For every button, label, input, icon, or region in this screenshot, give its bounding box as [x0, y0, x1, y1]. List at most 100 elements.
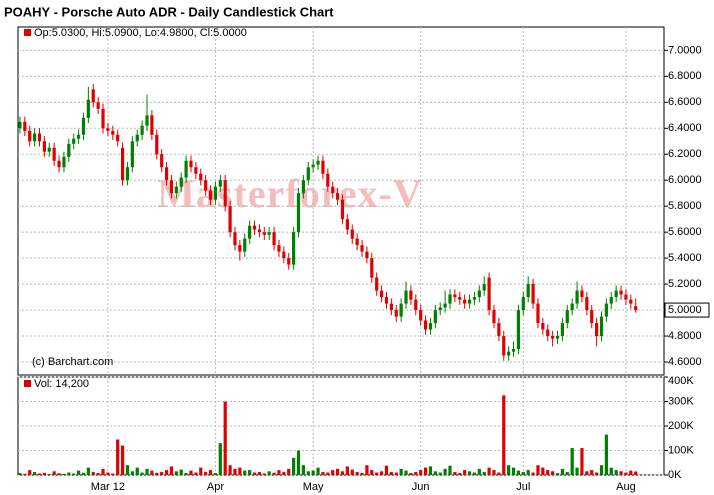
volume-bar [252, 472, 257, 475]
volume-bar [194, 472, 198, 475]
volume-bar [91, 472, 95, 475]
volume-bar [272, 472, 276, 475]
candle-body [140, 125, 144, 135]
volume-bar [135, 467, 139, 475]
volume-bar [516, 470, 521, 475]
x-tick-label: Mar 12 [91, 481, 125, 493]
candle-body [331, 186, 335, 194]
volume-bar [565, 472, 569, 475]
candle-body [419, 310, 423, 321]
candle-body [472, 297, 477, 300]
volume-bar [482, 472, 486, 475]
volume-bar [125, 465, 130, 475]
volume-bar [599, 465, 604, 475]
y-tick-label: 5.8000 [668, 200, 702, 212]
volume-bar [375, 472, 379, 475]
candle-body [301, 180, 305, 194]
volume-bar [585, 471, 589, 475]
volume-bar [526, 470, 530, 475]
volume-bar [47, 474, 51, 475]
candle-body [277, 245, 281, 252]
ohlc-info: Op:5.0300, Hi:5.0900, Lo:4.9800, Cl:5.00… [34, 27, 247, 39]
candle-body [135, 134, 139, 142]
volume-bar [199, 467, 203, 475]
candle-body [609, 297, 613, 304]
volume-bar [521, 472, 525, 475]
volume-bar [340, 471, 345, 475]
volume-bar [238, 467, 242, 475]
candle-body [37, 133, 42, 142]
candle-body [169, 180, 174, 194]
volume-bar [604, 434, 608, 475]
candle-body [492, 310, 496, 324]
volume-bar [130, 471, 134, 475]
volume-bar [570, 448, 574, 475]
candle-body [160, 154, 164, 168]
candle-body [375, 277, 379, 291]
candle-body [316, 160, 320, 165]
y-tick-label: 5.6000 [668, 226, 702, 238]
volume-bar [331, 470, 335, 475]
volume-bar [399, 468, 403, 475]
volume-bar [228, 465, 232, 475]
candle-body [394, 310, 398, 317]
volume-bar [507, 465, 511, 475]
candle-body [213, 186, 218, 200]
candle-body [194, 167, 198, 174]
candle-body [33, 133, 37, 142]
candle-body [76, 134, 81, 139]
volume-bar [81, 472, 86, 475]
volume-bar [150, 470, 154, 475]
candle-body [580, 290, 584, 298]
candle-body [423, 320, 428, 330]
candle-body [438, 307, 442, 311]
candle-body [404, 290, 408, 304]
volume-bar [164, 470, 169, 475]
candle-body [360, 245, 364, 252]
candle-body [28, 130, 32, 142]
x-tick-label: Jun [412, 481, 430, 493]
candle-body [511, 349, 516, 352]
y-tick-label: 4.6000 [668, 356, 702, 368]
volume-bar [472, 472, 477, 475]
candle-body [184, 160, 188, 178]
candle-body [516, 310, 521, 350]
candle-body [595, 323, 599, 337]
candle-body [321, 160, 325, 174]
volume-bar [595, 472, 599, 475]
volume-bar [370, 470, 374, 475]
volume-bar [306, 471, 310, 475]
volume-bar [467, 471, 472, 475]
volume-bar [389, 472, 393, 475]
volume-bar [33, 472, 37, 475]
candle-body [238, 245, 242, 252]
candle-body [111, 130, 115, 135]
candle-body [531, 284, 535, 304]
volume-bar [345, 466, 349, 475]
volume-bar [438, 472, 442, 475]
y-tick-label: 300K [668, 395, 694, 407]
volume-bar [277, 470, 281, 475]
candle-body [614, 290, 618, 298]
candle-body [311, 164, 315, 168]
candle-body [345, 219, 349, 230]
volume-bar [243, 470, 247, 475]
candle-body [62, 156, 66, 168]
candle-body [287, 258, 291, 265]
volume-bar [536, 465, 540, 475]
volume-bar [257, 472, 262, 475]
candle-body [252, 225, 257, 230]
candle-body [223, 180, 227, 207]
volume-bar [463, 470, 467, 475]
candle-body [389, 303, 393, 311]
chart-title: POAHY - Porsche Auto ADR - Daily Candles… [4, 4, 334, 19]
volume-bar [487, 467, 491, 475]
x-tick-label: Aug [616, 481, 636, 493]
volume-bar [160, 472, 164, 475]
y-tick-label: 100K [668, 444, 694, 456]
candle-body [272, 232, 276, 246]
candle-body [179, 177, 183, 187]
y-tick-label: 6.0000 [668, 174, 702, 186]
candle-body [560, 323, 565, 337]
volume-bar [101, 468, 105, 475]
